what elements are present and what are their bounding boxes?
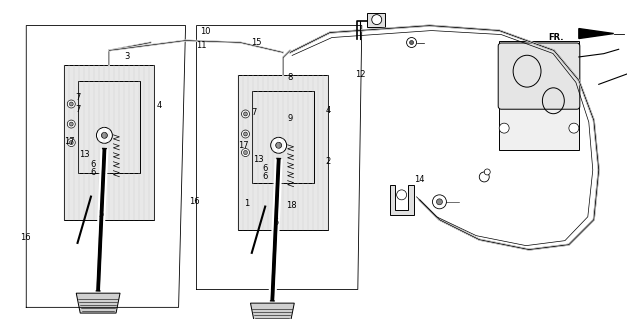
Text: 4: 4 [325, 106, 330, 115]
Circle shape [409, 41, 414, 44]
FancyBboxPatch shape [498, 43, 580, 109]
Text: 6: 6 [91, 160, 96, 169]
Circle shape [244, 150, 247, 155]
Text: 6: 6 [91, 168, 96, 177]
Circle shape [242, 130, 249, 138]
Text: 11: 11 [197, 41, 207, 51]
Text: 16: 16 [20, 233, 31, 242]
Polygon shape [579, 28, 614, 38]
Text: 7: 7 [75, 105, 80, 114]
Text: 1: 1 [244, 198, 249, 207]
Circle shape [244, 112, 247, 116]
Text: 4: 4 [156, 101, 161, 110]
Text: 5: 5 [273, 218, 279, 227]
Circle shape [499, 123, 509, 133]
Circle shape [406, 37, 416, 47]
Polygon shape [76, 293, 120, 313]
Circle shape [372, 15, 382, 25]
Text: 13: 13 [80, 150, 90, 159]
Circle shape [69, 102, 73, 106]
Circle shape [276, 142, 281, 148]
Text: 5: 5 [98, 210, 104, 219]
Text: 17: 17 [64, 137, 75, 146]
Text: 12: 12 [355, 70, 365, 79]
Text: 6: 6 [263, 164, 268, 173]
Circle shape [69, 140, 73, 145]
Circle shape [69, 122, 73, 126]
Circle shape [484, 169, 490, 175]
Polygon shape [251, 303, 295, 320]
Circle shape [242, 110, 249, 118]
Circle shape [67, 100, 75, 108]
Text: 7: 7 [251, 108, 257, 117]
Text: 13: 13 [252, 155, 263, 164]
Bar [499, 41, 579, 150]
Circle shape [271, 137, 286, 153]
Circle shape [67, 120, 75, 128]
Text: 15: 15 [251, 38, 262, 47]
FancyBboxPatch shape [367, 13, 385, 27]
Text: 10: 10 [200, 28, 211, 36]
Text: 6: 6 [263, 172, 268, 181]
Text: FR.: FR. [548, 33, 564, 42]
Circle shape [479, 172, 489, 182]
FancyBboxPatch shape [64, 65, 154, 220]
Polygon shape [389, 185, 414, 215]
Text: 14: 14 [414, 175, 425, 184]
Circle shape [397, 190, 406, 200]
Circle shape [242, 148, 249, 156]
Text: 17: 17 [238, 141, 248, 150]
Text: 3: 3 [124, 52, 129, 61]
Text: 18: 18 [286, 201, 296, 210]
Text: 8: 8 [288, 73, 293, 82]
Circle shape [436, 199, 443, 205]
Circle shape [97, 127, 112, 143]
Circle shape [569, 123, 579, 133]
Text: 2: 2 [325, 157, 330, 166]
Circle shape [433, 195, 447, 209]
Circle shape [244, 132, 247, 136]
Circle shape [102, 132, 107, 138]
Text: 16: 16 [189, 197, 200, 206]
Text: 7: 7 [75, 93, 80, 102]
Circle shape [67, 139, 75, 147]
Text: 9: 9 [288, 114, 293, 123]
FancyBboxPatch shape [239, 76, 328, 230]
